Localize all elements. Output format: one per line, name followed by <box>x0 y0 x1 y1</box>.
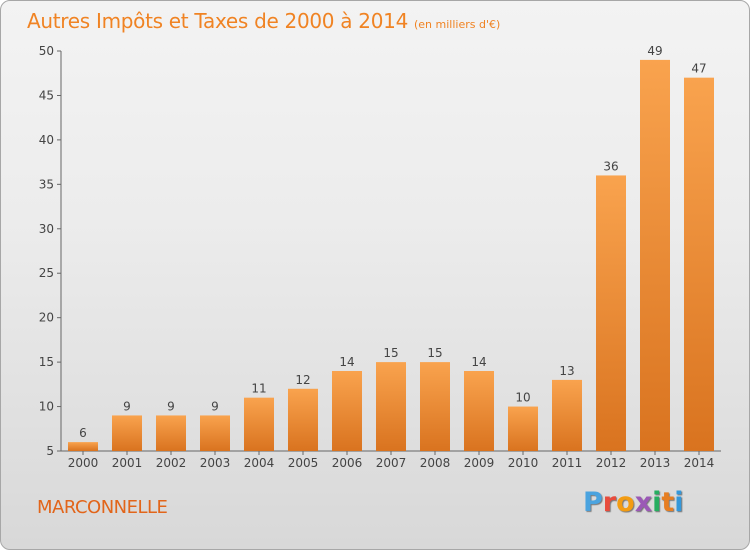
logo-letter: o <box>616 487 635 518</box>
x-tick-label: 2010 <box>508 456 539 470</box>
x-tick-label: 2012 <box>596 456 627 470</box>
bar <box>244 397 274 451</box>
bar-value-label: 14 <box>339 355 354 369</box>
x-tick-label: 2003 <box>200 456 231 470</box>
y-tick-label: 40 <box>39 133 54 147</box>
x-tick-label: 2000 <box>68 456 99 470</box>
y-tick-label: 15 <box>39 355 54 369</box>
bar <box>552 379 582 451</box>
bar-value-label: 9 <box>211 399 219 413</box>
proxiti-logo: Proxiti <box>583 487 684 518</box>
bar <box>68 442 98 451</box>
x-tick-label: 2005 <box>288 456 319 470</box>
y-tick-label: 45 <box>39 88 54 102</box>
bar <box>640 59 670 452</box>
bar <box>200 415 230 451</box>
bar-value-label: 11 <box>251 382 266 396</box>
bar <box>420 362 450 451</box>
x-tick-label: 2008 <box>420 456 451 470</box>
bar-value-label: 15 <box>427 346 442 360</box>
x-tick-label: 2007 <box>376 456 407 470</box>
chart-bars: 6 9 9 9 11 12 14 15 15 14 10 13 36 49 47 <box>68 44 714 452</box>
bar <box>376 362 406 451</box>
x-tick-label: 2009 <box>464 456 495 470</box>
y-tick-label: 5 <box>46 444 54 458</box>
bar-value-label: 12 <box>295 373 310 387</box>
y-tick-label: 50 <box>39 44 54 58</box>
logo-letter: r <box>602 487 617 518</box>
chart-subtitle: (en milliers d'€) <box>414 18 501 31</box>
x-tick-label: 2006 <box>332 456 363 470</box>
bar <box>332 371 362 451</box>
x-tick-label: 2001 <box>112 456 143 470</box>
chart-title: Autres Impôts et Taxes de 2000 à 2014 (en… <box>27 9 500 33</box>
bar-value-label: 14 <box>471 355 486 369</box>
bar <box>596 175 626 451</box>
bar <box>508 406 538 451</box>
chart-axes: 5 10 15 20 25 30 35 40 45 50 2000 2001 2002 2003 2004 2… <box>39 44 721 470</box>
bar-value-label: 9 <box>123 399 131 413</box>
y-tick-label: 35 <box>39 177 54 191</box>
logo-letter: t <box>661 487 675 518</box>
y-tick-label: 20 <box>39 311 54 325</box>
bar-value-label: 36 <box>603 159 618 173</box>
y-tick-label: 10 <box>39 400 54 414</box>
bar <box>112 415 142 451</box>
bar <box>156 415 186 451</box>
commune-name: MARCONNELLE <box>37 497 168 518</box>
logo-letter: x <box>634 487 653 518</box>
bar-value-label: 13 <box>559 364 574 378</box>
logo-letter: P <box>583 487 603 518</box>
bar <box>684 77 714 452</box>
y-tick-label: 30 <box>39 222 54 236</box>
bar-value-label: 10 <box>515 391 530 405</box>
bar <box>288 388 318 451</box>
logo-letter: i <box>674 487 684 518</box>
bar-value-label: 47 <box>691 62 706 76</box>
y-tick-label: 25 <box>39 266 54 280</box>
chart-title-text: Autres Impôts et Taxes de 2000 à 2014 <box>27 9 408 33</box>
bar-value-label: 49 <box>647 44 662 58</box>
x-tick-label: 2014 <box>684 456 715 470</box>
x-tick-label: 2013 <box>640 456 671 470</box>
bar-value-label: 9 <box>167 399 175 413</box>
bar-value-label: 6 <box>79 426 87 440</box>
x-tick-label: 2002 <box>156 456 187 470</box>
x-tick-label: 2011 <box>552 456 583 470</box>
logo-letter: i <box>652 487 662 518</box>
x-tick-label: 2004 <box>244 456 275 470</box>
bar <box>464 371 494 451</box>
bar-value-label: 15 <box>383 346 398 360</box>
